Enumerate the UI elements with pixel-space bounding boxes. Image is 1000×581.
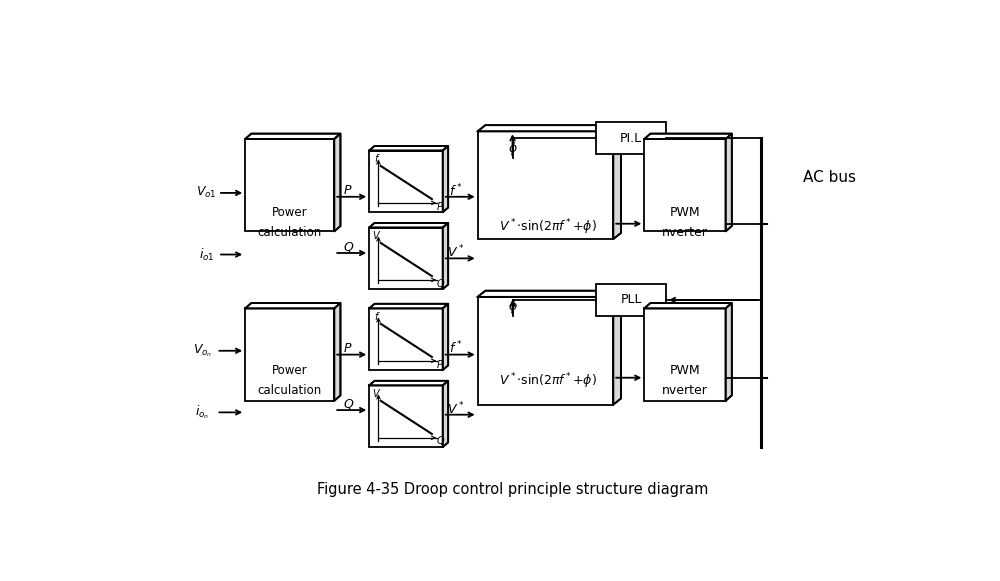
Text: $P$: $P$	[343, 342, 353, 355]
Text: $Q$: $Q$	[343, 240, 354, 254]
Bar	[369, 309, 443, 370]
Bar	[596, 284, 666, 316]
Text: $Q$: $Q$	[343, 397, 354, 411]
Text: $V^*$: $V^*$	[447, 244, 464, 260]
Polygon shape	[726, 303, 732, 401]
Text: $f^*$: $f^*$	[449, 340, 462, 357]
Bar	[644, 309, 726, 401]
Text: $V$: $V$	[372, 229, 381, 241]
Bar	[245, 309, 334, 401]
Text: $V^*{\cdot}\sin(2\pi f^*{+}\phi)$: $V^*{\cdot}\sin(2\pi f^*{+}\phi)$	[499, 372, 597, 392]
Text: PWM: PWM	[670, 364, 700, 376]
Polygon shape	[245, 303, 340, 309]
Text: Power: Power	[272, 206, 308, 218]
Text: PI.L: PI.L	[620, 132, 642, 145]
Polygon shape	[369, 146, 448, 150]
Polygon shape	[245, 134, 340, 139]
Polygon shape	[369, 223, 448, 228]
Text: $Q$: $Q$	[436, 435, 445, 447]
Bar	[596, 122, 666, 155]
Text: $P$: $P$	[436, 358, 444, 370]
Text: $\phi$: $\phi$	[508, 140, 517, 157]
Bar	[369, 385, 443, 447]
Polygon shape	[369, 304, 448, 309]
Text: calculation: calculation	[258, 227, 322, 239]
Polygon shape	[334, 134, 340, 231]
Polygon shape	[478, 290, 621, 297]
Bar	[369, 228, 443, 289]
Text: PLL: PLL	[620, 293, 642, 306]
Polygon shape	[478, 125, 621, 131]
Bar	[478, 297, 613, 405]
Text: $f^*$: $f^*$	[449, 182, 462, 199]
Polygon shape	[613, 290, 621, 405]
Text: Power: Power	[272, 364, 308, 376]
Text: AC bus: AC bus	[803, 170, 856, 185]
Polygon shape	[443, 146, 448, 212]
Polygon shape	[644, 303, 732, 309]
Text: nverter: nverter	[662, 227, 708, 239]
Text: $i_{o1}$: $i_{o1}$	[199, 246, 214, 263]
Polygon shape	[334, 303, 340, 401]
Text: $f$: $f$	[374, 310, 380, 322]
Text: calculation: calculation	[258, 384, 322, 397]
Text: $\phi$: $\phi$	[508, 297, 517, 314]
Text: $i_{o_n}$: $i_{o_n}$	[195, 404, 210, 421]
Text: $f$: $f$	[374, 152, 380, 164]
Text: $Q$: $Q$	[436, 277, 445, 289]
Polygon shape	[369, 381, 448, 385]
Text: $P$: $P$	[343, 184, 353, 197]
Bar	[478, 131, 613, 239]
Polygon shape	[644, 134, 732, 139]
Bar	[245, 139, 334, 231]
Bar	[369, 150, 443, 212]
Polygon shape	[726, 134, 732, 231]
Text: $V^*$: $V^*$	[447, 400, 464, 417]
Text: nverter: nverter	[662, 384, 708, 397]
Text: $V_{o_n}$: $V_{o_n}$	[193, 342, 212, 359]
Text: $P$: $P$	[436, 200, 444, 212]
Bar	[644, 139, 726, 231]
Text: Figure 4-35 Droop control principle structure diagram: Figure 4-35 Droop control principle stru…	[317, 482, 708, 497]
Polygon shape	[443, 223, 448, 289]
Polygon shape	[613, 125, 621, 239]
Text: $V^*{\cdot}\sin(2\pi f^*{+}\phi)$: $V^*{\cdot}\sin(2\pi f^*{+}\phi)$	[499, 218, 597, 238]
Text: $V$: $V$	[372, 387, 381, 399]
Text: PWM: PWM	[670, 206, 700, 218]
Polygon shape	[443, 381, 448, 447]
Text: $V_{o1}$: $V_{o1}$	[196, 185, 217, 200]
Polygon shape	[443, 304, 448, 370]
